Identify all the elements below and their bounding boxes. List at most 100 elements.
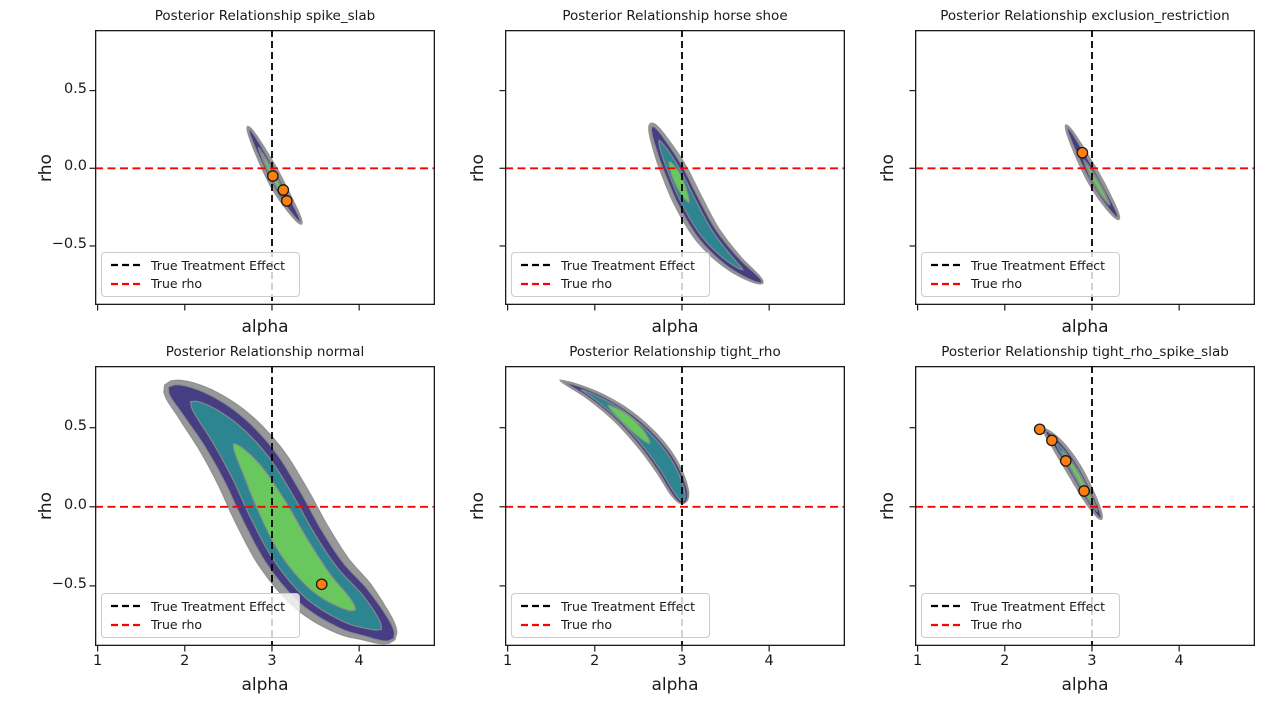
x-tick-label: 1: [92, 653, 103, 669]
x-tick-label: 2: [590, 653, 600, 669]
legend-entry-true-rho: True rho: [930, 616, 1111, 634]
legend-label: True Treatment Effect: [561, 257, 696, 273]
plot-content: [505, 366, 845, 646]
x-tick-label: 1: [502, 653, 513, 669]
y-axis-label: rho: [878, 492, 898, 520]
axes-frame: [914, 29, 1256, 306]
y-axis-label: rho: [468, 492, 488, 520]
plot-area: [909, 29, 1256, 311]
y-tick-label: 0.0: [63, 496, 87, 513]
legend-line-sample: [521, 282, 551, 285]
legend-label: True rho: [151, 276, 203, 292]
x-axis-label: alpha: [1061, 675, 1109, 695]
y-axis-label: rho: [468, 153, 488, 182]
legend: True Treatment Effect True rho: [101, 252, 300, 297]
legend-entry-true-rho: True rho: [930, 275, 1111, 293]
legend: True Treatment Effect True rho: [921, 593, 1120, 638]
posterior-draw-point: [1046, 434, 1058, 447]
legend-line-sample: [111, 264, 141, 267]
subplot-title: Posterior Relationship tight_rho: [569, 344, 781, 360]
legend-line-sample: [931, 282, 961, 285]
legend-line-sample: [931, 264, 961, 267]
kde-contour-high: [232, 443, 356, 612]
kde-contour-low: [650, 125, 763, 284]
legend: True Treatment Effect True rho: [511, 593, 710, 638]
subplot-title: Posterior Relationship horse shoe: [562, 8, 788, 24]
legend-label: True Treatment Effect: [151, 257, 286, 273]
x-tick-label: 3: [1087, 653, 1097, 669]
y-axis-label: rho: [36, 492, 56, 520]
posterior-draw-point: [315, 578, 328, 591]
x-tick-label: 4: [354, 653, 364, 669]
subplot-title: Posterior Relationship normal: [165, 344, 365, 360]
plot-area: [499, 29, 846, 311]
y-tick-label: −0.5: [51, 575, 87, 592]
legend-entry-true-treatment-effect: True Treatment Effect: [930, 256, 1111, 274]
legend-entry-true-treatment-effect: True Treatment Effect: [110, 597, 291, 615]
x-tick-label: 3: [267, 653, 277, 669]
posterior-draw-point: [266, 170, 279, 182]
legend-label: True Treatment Effect: [971, 257, 1106, 273]
y-tick-label: 0.5: [63, 417, 87, 434]
legend-label: True rho: [561, 617, 613, 633]
legend-entry-true-treatment-effect: True Treatment Effect: [520, 597, 701, 615]
posterior-draw-point: [1076, 146, 1089, 159]
x-axis-label: alpha: [241, 317, 289, 337]
x-tick-label: 2: [180, 653, 190, 669]
axes-frame: [914, 365, 1256, 647]
legend-entry-true-rho: True rho: [520, 616, 701, 634]
posterior-draw-point: [280, 195, 293, 207]
x-tick-label: 4: [1174, 653, 1184, 669]
plot-area: [89, 365, 436, 652]
legend-label: True rho: [151, 617, 203, 633]
x-axis-label: alpha: [651, 675, 699, 695]
legend-label: True Treatment Effect: [971, 598, 1106, 614]
plot-content: [915, 30, 1255, 305]
axes-frame: [94, 29, 436, 306]
legend-line-sample: [931, 623, 961, 626]
legend-line-sample: [111, 623, 141, 626]
kde-contour-high: [668, 161, 690, 204]
x-tick-label: 4: [764, 653, 774, 669]
axes-frame: [504, 29, 846, 306]
legend-entry-true-rho: True rho: [110, 275, 291, 293]
axes-frame: [504, 365, 846, 647]
x-tick-label: 3: [677, 653, 687, 669]
plot-content: [505, 30, 845, 305]
x-tick-label: 1: [912, 653, 923, 669]
x-axis-label: alpha: [651, 317, 699, 337]
y-tick-label: 0.0: [63, 158, 87, 175]
legend-line-sample: [111, 282, 141, 285]
x-tick-label: 2: [1000, 653, 1010, 669]
subplot-title: Posterior Relationship tight_rho_spike_s…: [941, 344, 1229, 360]
legend-entry-true-treatment-effect: True Treatment Effect: [930, 597, 1111, 615]
subplot-title: Posterior Relationship spike_slab: [154, 8, 376, 24]
legend-line-sample: [521, 264, 551, 267]
legend-label: True rho: [561, 276, 613, 292]
legend-label: True Treatment Effect: [561, 598, 696, 614]
posterior-draw-point: [1033, 423, 1046, 436]
plot-content: [95, 366, 435, 646]
axes-frame: [94, 365, 436, 647]
legend-line-sample: [931, 605, 961, 608]
y-axis-label: rho: [878, 153, 898, 182]
legend: True Treatment Effect True rho: [511, 252, 710, 297]
posterior-draw-point: [1078, 485, 1090, 497]
y-axis-label: rho: [36, 153, 56, 182]
legend-entry-true-treatment-effect: True Treatment Effect: [110, 256, 291, 274]
legend-line-sample: [521, 605, 551, 608]
x-axis-label: alpha: [1061, 317, 1109, 337]
legend-line-sample: [111, 605, 141, 608]
posterior-draw-point: [277, 184, 290, 196]
plot-area: [499, 365, 846, 652]
subplot-title: Posterior Relationship exclusion_restric…: [940, 8, 1230, 24]
y-tick-label: −0.5: [51, 235, 87, 252]
legend-entry-true-rho: True rho: [520, 275, 701, 293]
kde-contour-mid: [580, 389, 686, 502]
legend-label: True rho: [971, 617, 1023, 633]
legend: True Treatment Effect True rho: [101, 593, 300, 638]
legend-entry-true-treatment-effect: True Treatment Effect: [520, 256, 701, 274]
legend-line-sample: [521, 623, 551, 626]
legend: True Treatment Effect True rho: [921, 252, 1120, 297]
